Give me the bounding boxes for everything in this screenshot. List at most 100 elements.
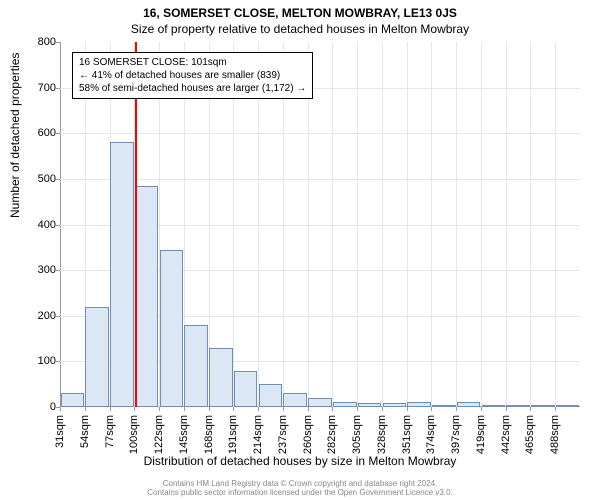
- histogram-bar: [358, 403, 382, 407]
- ytick-label: 800: [16, 36, 56, 48]
- ytick-mark: [56, 179, 60, 180]
- grid-vertical: [407, 42, 408, 407]
- ytick-label: 700: [16, 82, 56, 94]
- footer-line-1: Contains HM Land Registry data © Crown c…: [0, 479, 600, 489]
- xtick-mark: [283, 407, 284, 411]
- xtick-mark: [258, 407, 259, 411]
- xtick-mark: [431, 407, 432, 411]
- ytick-label: 0: [16, 401, 56, 413]
- xtick-label: 100sqm: [128, 415, 140, 454]
- xtick-mark: [506, 407, 507, 411]
- grid-vertical: [530, 42, 531, 407]
- xtick-label: 77sqm: [104, 415, 116, 448]
- xtick-mark: [159, 407, 160, 411]
- xtick-label: 214sqm: [252, 415, 264, 454]
- histogram-bar: [184, 325, 208, 407]
- xtick-mark: [60, 407, 61, 411]
- histogram-bar: [135, 186, 159, 407]
- x-axis-label: Distribution of detached houses by size …: [0, 454, 600, 468]
- grid-vertical: [456, 42, 457, 407]
- ytick-label: 500: [16, 173, 56, 185]
- footer-attribution: Contains HM Land Registry data © Crown c…: [0, 479, 600, 498]
- annotation-line: 58% of semi-detached houses are larger (…: [79, 82, 306, 95]
- grid-vertical: [357, 42, 358, 407]
- histogram-bar: [61, 393, 85, 407]
- xtick-mark: [134, 407, 135, 411]
- ytick-mark: [56, 42, 60, 43]
- subtitle: Size of property relative to detached ho…: [0, 22, 600, 36]
- xtick-label: 442sqm: [500, 415, 512, 454]
- histogram-bar: [407, 402, 431, 407]
- xtick-label: 122sqm: [153, 415, 165, 454]
- histogram-bar: [432, 405, 456, 407]
- xtick-label: 419sqm: [475, 415, 487, 454]
- histogram-bar: [110, 142, 134, 407]
- ytick-label: 200: [16, 310, 56, 322]
- supertitle: 16, SOMERSET CLOSE, MELTON MOWBRAY, LE13…: [0, 6, 600, 20]
- ytick-mark: [56, 225, 60, 226]
- grid-horizontal: [60, 179, 580, 180]
- xtick-label: 31sqm: [54, 415, 66, 448]
- xtick-mark: [233, 407, 234, 411]
- histogram-bar: [556, 405, 580, 407]
- ytick-mark: [56, 270, 60, 271]
- grid-vertical: [382, 42, 383, 407]
- xtick-label: 351sqm: [401, 415, 413, 454]
- xtick-label: 282sqm: [326, 415, 338, 454]
- ytick-mark: [56, 316, 60, 317]
- xtick-mark: [456, 407, 457, 411]
- histogram-bar: [457, 402, 481, 407]
- ytick-mark: [56, 88, 60, 89]
- xtick-mark: [332, 407, 333, 411]
- ytick-mark: [56, 133, 60, 134]
- xtick-label: 260sqm: [302, 415, 314, 454]
- xtick-mark: [481, 407, 482, 411]
- ytick-label: 600: [16, 127, 56, 139]
- histogram-bar: [308, 398, 332, 407]
- xtick-mark: [110, 407, 111, 411]
- histogram-bar: [234, 371, 258, 408]
- ytick-label: 400: [16, 219, 56, 231]
- histogram-bar: [259, 384, 283, 407]
- histogram-bar: [283, 393, 307, 407]
- grid-vertical: [506, 42, 507, 407]
- histogram-bar: [333, 402, 357, 407]
- histogram-bar: [531, 405, 555, 407]
- xtick-mark: [530, 407, 531, 411]
- histogram-bar: [506, 405, 530, 407]
- figure-container: 16, SOMERSET CLOSE, MELTON MOWBRAY, LE13…: [0, 0, 600, 500]
- grid-vertical: [431, 42, 432, 407]
- xtick-label: 488sqm: [549, 415, 561, 454]
- histogram-bar: [383, 403, 407, 407]
- xtick-label: 168sqm: [203, 415, 215, 454]
- xtick-label: 397sqm: [450, 415, 462, 454]
- xtick-mark: [382, 407, 383, 411]
- histogram-bar: [209, 348, 233, 407]
- xtick-mark: [555, 407, 556, 411]
- histogram-bar: [482, 405, 506, 407]
- xtick-label: 374sqm: [425, 415, 437, 454]
- ytick-mark: [56, 361, 60, 362]
- xtick-mark: [85, 407, 86, 411]
- footer-line-2: Contains public sector information licen…: [0, 488, 600, 498]
- annotation-line: ← 41% of detached houses are smaller (83…: [79, 69, 306, 82]
- annotation-line: 16 SOMERSET CLOSE: 101sqm: [79, 56, 306, 69]
- histogram-bar: [160, 250, 184, 407]
- grid-vertical: [332, 42, 333, 407]
- xtick-label: 54sqm: [79, 415, 91, 448]
- ytick-label: 300: [16, 264, 56, 276]
- grid-horizontal: [60, 133, 580, 134]
- xtick-mark: [184, 407, 185, 411]
- ytick-label: 100: [16, 355, 56, 367]
- histogram-bar: [85, 307, 109, 407]
- xtick-label: 305sqm: [351, 415, 363, 454]
- xtick-mark: [209, 407, 210, 411]
- xtick-label: 465sqm: [524, 415, 536, 454]
- xtick-mark: [357, 407, 358, 411]
- xtick-label: 328sqm: [376, 415, 388, 454]
- grid-vertical: [481, 42, 482, 407]
- grid-vertical: [555, 42, 556, 407]
- xtick-mark: [407, 407, 408, 411]
- xtick-label: 145sqm: [178, 415, 190, 454]
- xtick-mark: [308, 407, 309, 411]
